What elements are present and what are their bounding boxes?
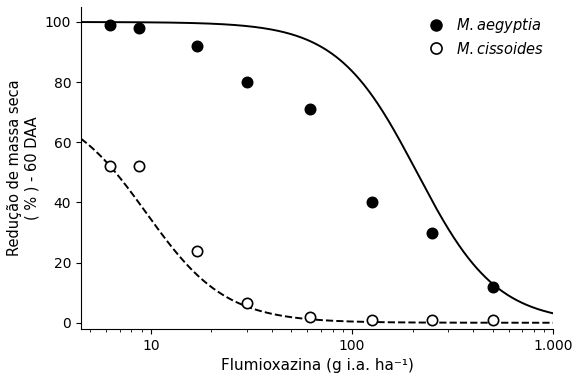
Point (427, 317, 437, 323)
Point (242, 300, 252, 306)
Point (488, 283, 498, 290)
Legend: $\it{M. aegyptia}$, $\it{M. cissoides}$: $\it{M. aegyptia}$, $\it{M. cissoides}$ (416, 10, 550, 62)
Point (135, 25, 144, 31)
Point (306, 106, 315, 112)
Point (367, 317, 376, 323)
Point (367, 200, 376, 206)
Point (488, 317, 498, 323)
Point (193, 43, 202, 49)
Point (135, 163, 144, 169)
Point (306, 314, 315, 320)
Y-axis label: Redução de massa seca
( % ) - 60 DAA: Redução de massa seca ( % ) - 60 DAA (7, 79, 39, 256)
Point (193, 247, 202, 253)
Point (242, 79, 252, 85)
Point (105, 163, 114, 169)
Point (427, 230, 437, 236)
Point (105, 22, 114, 28)
X-axis label: Flumioxazina (g i.a. ha⁻¹): Flumioxazina (g i.a. ha⁻¹) (221, 358, 414, 373)
